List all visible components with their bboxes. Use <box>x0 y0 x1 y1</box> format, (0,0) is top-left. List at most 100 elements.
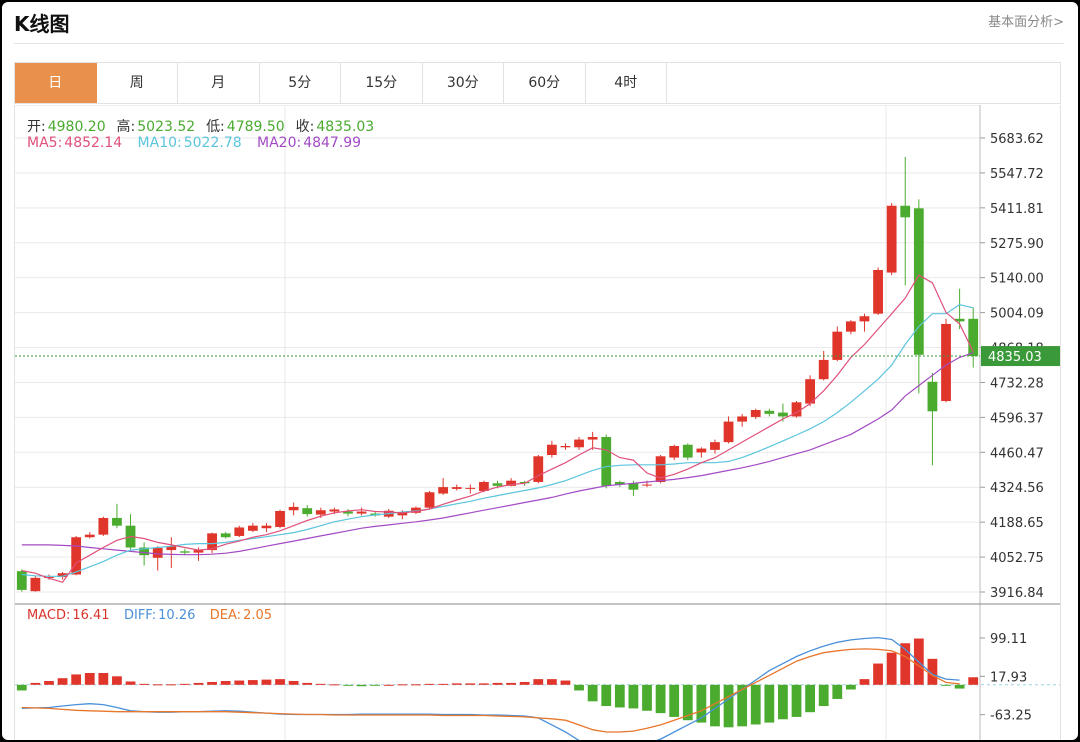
macd-bar-negative <box>941 684 951 686</box>
price-axis-label: 4052.75 <box>990 551 1044 566</box>
candle-up[interactable] <box>587 437 598 440</box>
candle-up[interactable] <box>560 446 571 448</box>
candle-down[interactable] <box>112 517 122 526</box>
price-axis-label: 5140.00 <box>990 272 1044 287</box>
tab-month[interactable]: 月 <box>178 63 260 103</box>
macd-bar-positive <box>873 663 883 685</box>
candle-down[interactable] <box>778 412 788 417</box>
price-axis-label: 4732.28 <box>990 376 1044 391</box>
macd-bar-negative <box>614 684 625 708</box>
tab-4hour[interactable]: 4时 <box>586 63 667 103</box>
macd-bar-positive <box>859 679 870 685</box>
candle-down[interactable] <box>900 205 911 218</box>
candle-up[interactable] <box>941 323 951 402</box>
candle-up[interactable] <box>57 573 68 578</box>
candle-up[interactable] <box>750 410 761 417</box>
candle-up[interactable] <box>411 507 421 513</box>
candle-down[interactable] <box>628 483 639 490</box>
macd-bar-positive <box>247 680 258 685</box>
candle-up[interactable] <box>655 456 666 482</box>
candle-up[interactable] <box>642 484 652 486</box>
candle-up[interactable] <box>818 359 829 380</box>
tab-5min[interactable]: 5分 <box>260 63 341 103</box>
ma20-value: 4847.99 <box>303 135 362 151</box>
candle-up[interactable] <box>30 577 41 592</box>
macd-axis-label: 99.11 <box>990 632 1027 647</box>
candle-up[interactable] <box>859 316 870 322</box>
high-label: 高: <box>116 119 136 135</box>
candle-up[interactable] <box>696 448 707 453</box>
fundamental-analysis-link[interactable]: 基本面分析> <box>988 15 1064 30</box>
candle-down[interactable] <box>16 571 27 590</box>
candle-up[interactable] <box>574 439 584 448</box>
candle-down[interactable] <box>682 444 693 458</box>
candle-up[interactable] <box>84 534 95 538</box>
macd-bar-positive <box>261 679 272 685</box>
candle-down[interactable] <box>614 481 625 485</box>
candle-up[interactable] <box>805 379 815 404</box>
candle-up[interactable] <box>873 269 883 314</box>
candle-up[interactable] <box>533 456 544 482</box>
candle-up[interactable] <box>44 577 54 579</box>
candle-up[interactable] <box>791 402 802 417</box>
macd-bar-positive <box>900 643 911 685</box>
candle-down[interactable] <box>220 533 231 538</box>
candle-up[interactable] <box>723 421 734 443</box>
ma20-line <box>21 352 974 556</box>
candle-down[interactable] <box>343 511 353 514</box>
candle-up[interactable] <box>356 511 367 514</box>
candle-up[interactable] <box>288 506 299 511</box>
candle-up[interactable] <box>329 509 340 512</box>
candle-up[interactable] <box>506 480 516 486</box>
tab-30min[interactable]: 30分 <box>423 63 504 103</box>
candle-down[interactable] <box>954 318 965 322</box>
candle-down[interactable] <box>968 318 979 357</box>
candle-down[interactable] <box>601 437 612 486</box>
candle-up[interactable] <box>234 527 245 536</box>
candle-up[interactable] <box>669 446 680 458</box>
candle-up[interactable] <box>315 510 326 515</box>
macd-bar-negative <box>710 684 720 727</box>
candle-down[interactable] <box>302 508 313 515</box>
candle-down[interactable] <box>139 547 150 556</box>
open-label: 开: <box>27 119 46 135</box>
macd-bar-positive <box>302 682 313 685</box>
candle-up[interactable] <box>546 444 557 455</box>
ma-info: MA5: 4852.14 MA10: 5022.78 MA20: 4847.99 <box>27 135 363 151</box>
candle-down[interactable] <box>764 410 775 414</box>
macd-bar-positive <box>98 672 109 685</box>
macd-axis-label: 17.93 <box>990 670 1027 685</box>
candle-up[interactable] <box>71 537 82 575</box>
macd-bar-negative <box>16 684 27 691</box>
candle-up[interactable] <box>193 550 204 553</box>
diff-value: 10.26 <box>158 608 196 623</box>
candle-up[interactable] <box>438 487 449 494</box>
candle-up[interactable] <box>261 525 272 529</box>
candle-down[interactable] <box>927 381 938 412</box>
candle-up[interactable] <box>451 487 462 489</box>
candle-up[interactable] <box>275 511 285 527</box>
tab-day[interactable]: 日 <box>15 63 97 103</box>
candle-up[interactable] <box>832 331 843 360</box>
candle-down[interactable] <box>913 208 924 355</box>
candle-up[interactable] <box>424 492 435 508</box>
candle-up[interactable] <box>207 533 217 551</box>
candle-up[interactable] <box>465 487 476 489</box>
tab-60min[interactable]: 60分 <box>504 63 586 103</box>
candle-up[interactable] <box>397 512 408 516</box>
candle-up[interactable] <box>152 548 163 558</box>
price-axis-label: 5683.62 <box>990 132 1044 147</box>
candle-up[interactable] <box>845 321 856 332</box>
candle-up[interactable] <box>247 525 258 531</box>
candle-up[interactable] <box>98 517 109 535</box>
candle-down[interactable] <box>492 483 503 486</box>
tab-week[interactable]: 周 <box>97 63 178 103</box>
kline-chart[interactable]: 5683.62 5547.72 5411.81 5275.90 5140.00 5004.… <box>15 105 1060 740</box>
candle-up[interactable] <box>479 481 489 491</box>
candle-up[interactable] <box>166 546 177 551</box>
candle-up[interactable] <box>886 205 897 273</box>
candle-up[interactable] <box>737 416 748 422</box>
tab-15min[interactable]: 15分 <box>341 63 423 103</box>
candle-down[interactable] <box>180 551 190 553</box>
candle-up[interactable] <box>710 442 720 450</box>
